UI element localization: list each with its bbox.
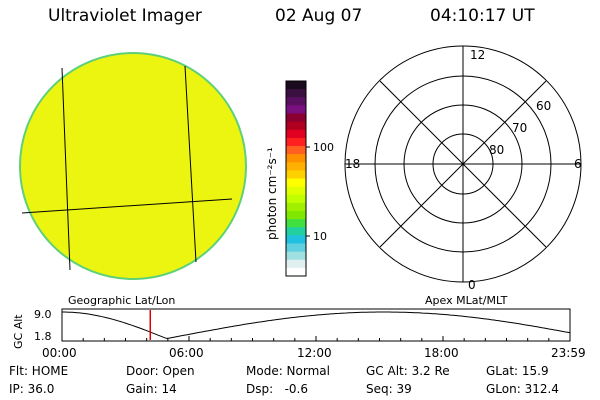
grid-line — [61, 67, 71, 271]
colorbar-band — [286, 97, 306, 106]
mlat-label-80: 80 — [489, 143, 504, 157]
info-dsp: Dsp: -0.6 — [246, 382, 309, 396]
colorbar-band — [286, 243, 306, 253]
grid-line — [184, 65, 197, 263]
timeline-x-label-0600: 06:00 — [169, 346, 204, 360]
colorbar-band — [286, 178, 306, 188]
uv-image-panel — [19, 52, 247, 280]
colorbar-band — [286, 89, 306, 98]
info-flight: Flt: HOME — [9, 364, 69, 378]
timeline-x-label-2359: 23:59 — [551, 346, 586, 360]
colorbar-band — [286, 267, 306, 277]
colorbar-band — [286, 129, 306, 139]
colorbar-band — [286, 219, 306, 228]
timeline-x-label-0000: 00:00 — [42, 346, 77, 360]
colorbar-band — [286, 81, 306, 90]
colorbar-band — [286, 235, 306, 244]
mlat-label-70: 70 — [512, 121, 527, 135]
timeline-right-caption: Apex MLat/MLT — [425, 294, 508, 307]
colorbar-tick-100: 100 — [313, 141, 334, 154]
colorbar: 100 10 photon cm⁻²s⁻¹ — [265, 80, 334, 277]
colorbar-band — [286, 259, 306, 269]
colorbar-band — [286, 251, 306, 261]
grid-line — [21, 198, 233, 214]
colorbar-band — [286, 162, 306, 171]
mlt-label-0: 0 — [468, 278, 476, 292]
colorbar-band — [286, 121, 306, 131]
colorbar-band — [286, 113, 306, 123]
date-label: 02 Aug 07 — [275, 6, 363, 26]
app-title: Ultraviolet Imager — [48, 6, 202, 26]
colorbar-band — [286, 105, 306, 114]
colorbar-band — [286, 227, 306, 236]
polar-plot — [344, 45, 582, 283]
timeline-x-label-1800: 18:00 — [424, 346, 459, 360]
info-mode: Mode: Normal — [246, 364, 330, 378]
info-glon: GLon: 312.4 — [486, 382, 559, 396]
colorbar-band — [286, 154, 306, 163]
info-gc-alt: GC Alt: 3.2 Re — [366, 364, 450, 378]
colorbar-band — [286, 186, 306, 196]
uv-disk — [19, 52, 247, 280]
info-seq: Seq: 39 — [366, 382, 412, 396]
mlt-label-18: 18 — [345, 157, 360, 171]
timeline-y-label-max: 9.0 — [34, 308, 52, 321]
info-gain: Gain: 14 — [126, 382, 177, 396]
colorbar-band — [286, 202, 306, 212]
time-label: 04:10:17 UT — [430, 6, 535, 26]
timeline-x-label-1200: 12:00 — [297, 346, 332, 360]
colorbar-band — [286, 146, 306, 155]
timeline-y-label-min: 1.8 — [34, 330, 52, 343]
timeline-left-caption: Geographic Lat/Lon — [68, 294, 175, 307]
colorbar-tick-10: 10 — [313, 230, 327, 243]
mlat-label-60: 60 — [536, 99, 551, 113]
mlt-label-6: 6 — [574, 157, 582, 171]
mlt-label-12: 12 — [470, 48, 485, 62]
altitude-curve — [62, 311, 571, 339]
colorbar-unit-label: photon cm⁻²s⁻¹ — [265, 147, 279, 240]
timeline-axis-label: GC Alt — [12, 314, 25, 349]
timeline-ticks — [61, 336, 571, 341]
colorbar-band — [286, 194, 306, 204]
info-glat: GLat: 15.9 — [486, 364, 549, 378]
info-ip: IP: 36.0 — [9, 382, 55, 396]
colorbar-band — [286, 211, 306, 220]
colorbar-bands — [286, 81, 306, 277]
info-door: Door: Open — [126, 364, 195, 378]
colorbar-band — [286, 170, 306, 179]
colorbar-band — [286, 137, 306, 147]
altitude-timeline: Geographic Lat/Lon Apex MLat/MLT GC Alt … — [12, 294, 586, 360]
